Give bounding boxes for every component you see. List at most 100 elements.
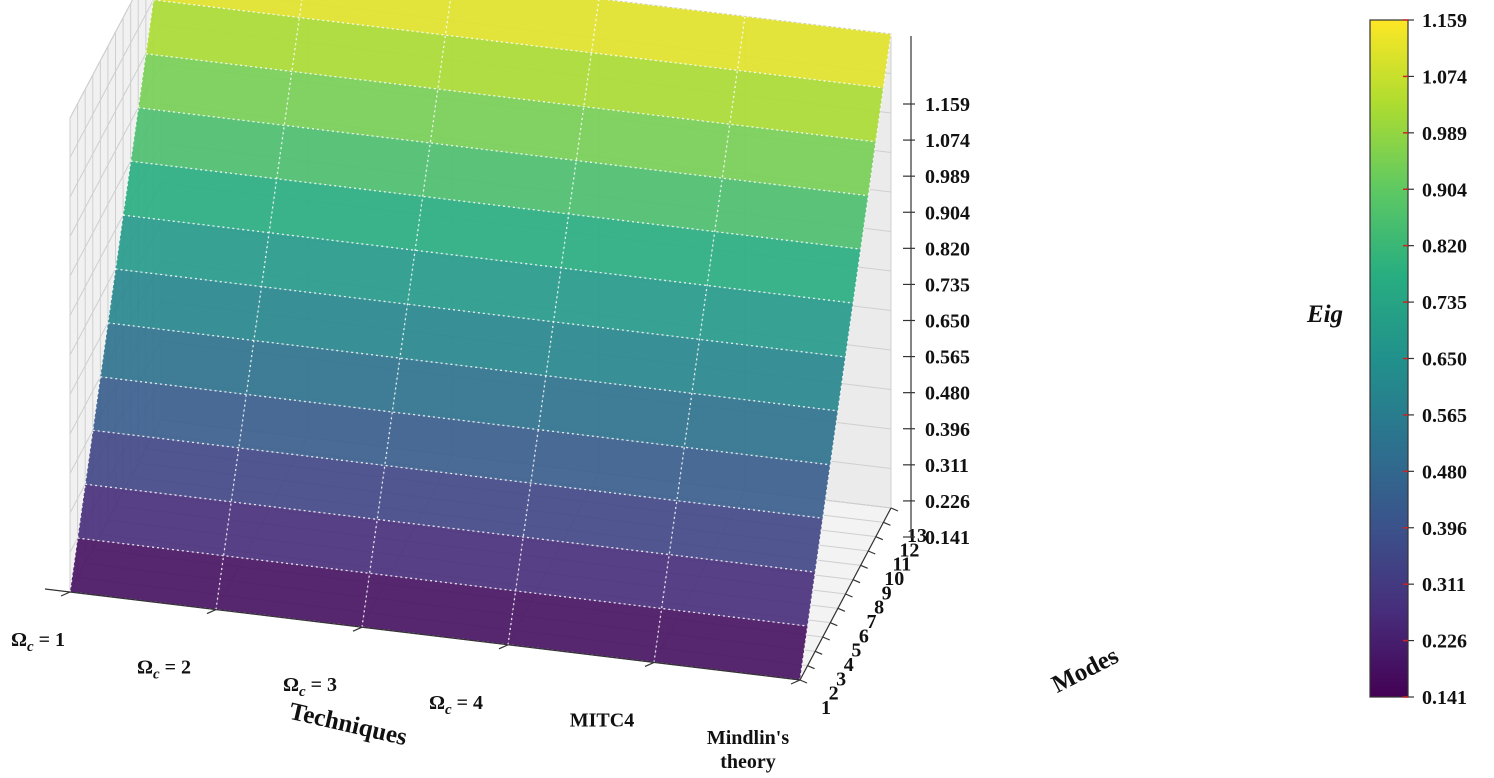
surface-patch [707, 231, 861, 304]
y-tick-label: 10 [884, 568, 904, 590]
surface-patch [92, 376, 247, 448]
x-tick-mark [60, 591, 71, 597]
surface-patch [576, 106, 730, 179]
z-tick-label: 0.735 [925, 274, 970, 296]
surface-patch [100, 322, 254, 395]
surface-patch [561, 214, 715, 286]
surface [69, 0, 892, 681]
x-tick-label: Ωc = 1 [11, 629, 65, 655]
x-tick-label: Ωc = 4 [429, 692, 483, 718]
surface-patch [515, 537, 670, 609]
y-tick-mark [883, 521, 891, 526]
surface-patch [676, 447, 831, 519]
surface-patch [362, 573, 516, 645]
surface-technique-line [215, 0, 303, 610]
surface-patch [107, 269, 262, 341]
surface-patch [699, 285, 854, 357]
surface-patch [276, 125, 431, 197]
z-tick-label: 1.074 [925, 130, 970, 152]
z-tick-label: 0.311 [925, 455, 969, 477]
surface-patch [407, 250, 562, 322]
surface-patch [583, 52, 738, 125]
y-tick-label: 6 [859, 625, 869, 647]
surface-patch [669, 500, 823, 573]
x-tick-mark [352, 626, 363, 632]
x-tick-label: Ωc = 2 [137, 657, 191, 683]
z-tick-label: 0.396 [925, 419, 970, 441]
colorbar-tick-label: 0.226 [1422, 631, 1467, 653]
y-tick-mark [807, 665, 815, 670]
colorbar-tick-label: 0.820 [1422, 236, 1467, 258]
surface-patch [553, 267, 708, 340]
x-tick-label: MITC4 [570, 709, 634, 731]
surface-technique-line [799, 33, 892, 681]
surface-patch [523, 483, 677, 555]
surface-patch [377, 465, 531, 537]
y-tick-mark [890, 507, 899, 512]
z-tick-label: 1.159 [925, 94, 970, 116]
surface-patch [430, 89, 584, 161]
surface-patch [722, 124, 876, 196]
surface-patch [138, 53, 292, 126]
x-tick-mark [498, 644, 509, 650]
surface-patch [115, 215, 270, 287]
y-tick-label: 12 [899, 539, 919, 561]
z-tick-label: 0.565 [925, 347, 970, 369]
surface-patch [253, 286, 408, 359]
colorbar-tick-label: 1.159 [1422, 10, 1467, 32]
z-tick-label: 0.820 [925, 238, 970, 260]
z-tick-label: 0.904 [925, 202, 970, 224]
surface-patch [661, 554, 816, 627]
surface-patch [714, 178, 869, 250]
colorbar-tick-label: 0.650 [1422, 349, 1467, 371]
z-axis-label: Eig [1306, 301, 1343, 328]
surface-technique-line [69, 0, 155, 593]
y-tick-mark [799, 679, 808, 684]
surface-patch [591, 0, 745, 71]
y-tick-mark [875, 536, 884, 541]
surface-patch [216, 555, 370, 628]
surface-patch [77, 484, 232, 556]
y-tick-label: 11 [892, 554, 911, 576]
colorbar-tick-label: 0.141 [1422, 687, 1467, 709]
y-tick-mark [860, 564, 868, 569]
surface-patch [545, 321, 700, 394]
surface-patch [508, 590, 662, 663]
surface-patch [422, 142, 577, 214]
surface-patch [737, 16, 891, 88]
axis-ticks: Ωc = 1 Ωc = 2 Ωc = 3 Ωc = 4 MITC4 Mindlin's th… [11, 36, 970, 773]
surface-patch [291, 17, 446, 89]
colorbar-tick-label: 0.904 [1422, 179, 1467, 201]
y-tick-mark [852, 579, 861, 584]
surface-technique-line [361, 0, 452, 628]
surface-patch [231, 447, 385, 520]
surface-patch [130, 107, 285, 179]
z-tick-label: 0.480 [925, 383, 970, 405]
colorbar: 0.141 0.226 0.311 0.396 0.480 0.565 0.650 0.735… [1369, 10, 1467, 709]
x-axis-line [44, 588, 801, 681]
colorbar-tick-label: 0.396 [1422, 518, 1467, 540]
x-axis-label: Techniques [287, 698, 410, 751]
surface-patch [445, 0, 599, 53]
surface-technique-line [653, 16, 746, 663]
z-tick-label: 0.226 [925, 491, 970, 513]
colorbar-ticks: 0.141 0.226 0.311 0.396 0.480 0.565 0.650 0.735… [1403, 10, 1467, 709]
colorbar-tick-label: 0.735 [1422, 292, 1467, 314]
x-tick-label: Ωc = 3 [283, 674, 337, 700]
surface-patch [530, 429, 685, 501]
surface-patch [238, 394, 393, 466]
surface-patch [70, 538, 224, 610]
surface-patch [223, 501, 378, 574]
surface-patch [284, 71, 438, 143]
surface-patch [399, 304, 554, 376]
surface-technique-line [507, 0, 600, 645]
surface-patch [269, 178, 423, 251]
surface-patch [568, 160, 723, 232]
surface-patch [246, 340, 400, 412]
y-tick-label: 3 [836, 668, 846, 690]
y-tick-label: 8 [874, 597, 884, 619]
y-tick-mark [837, 607, 846, 612]
x-tick-label: Mindlin's theory [707, 727, 789, 773]
colorbar-tick-label: 0.480 [1422, 461, 1467, 483]
